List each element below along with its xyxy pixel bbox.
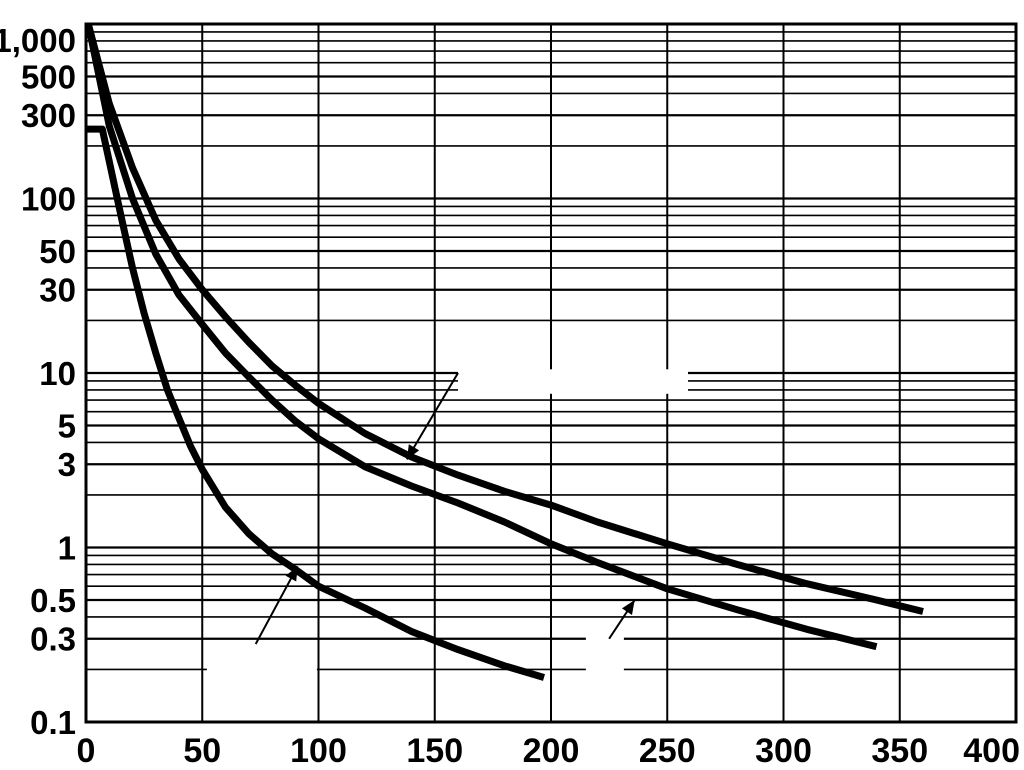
y-tick-label: 3 xyxy=(58,446,76,483)
label-mask xyxy=(206,663,317,682)
label-mask xyxy=(585,631,624,682)
x-tick-label: 400 xyxy=(963,732,1020,770)
y-tick-label: 30 xyxy=(39,272,76,309)
y-tick-label: 100 xyxy=(21,181,76,218)
annotation-arrow xyxy=(405,372,459,460)
annotation-arrow xyxy=(254,565,299,645)
label-masks xyxy=(206,369,688,682)
plot-frame xyxy=(84,22,1018,724)
y-tick-label: 0.5 xyxy=(30,582,76,619)
x-tick-label: 50 xyxy=(183,732,221,770)
x-tick-label: 150 xyxy=(406,732,463,770)
series-line-1 xyxy=(84,23,924,615)
y-tick-label: 50 xyxy=(39,233,76,270)
y-tick-label: 1 xyxy=(58,530,76,567)
y-tick-label: 0.1 xyxy=(30,704,76,741)
x-tick-label: 200 xyxy=(523,732,580,770)
y-tick-label: 1,000 xyxy=(0,22,76,59)
series-line-2 xyxy=(84,23,878,651)
x-tick-labels: 0 50 100 150 200 250 300 350 400 xyxy=(77,732,1020,770)
y-tick-label: 300 xyxy=(21,97,76,134)
label-mask xyxy=(458,369,688,394)
arrow-head xyxy=(621,600,635,616)
x-tick-label: 300 xyxy=(755,732,812,770)
y-tick-label: 0.3 xyxy=(30,621,76,658)
x-tick-label: 100 xyxy=(290,732,347,770)
x-tick-label: 0 xyxy=(77,732,96,770)
x-tick-label: 250 xyxy=(639,732,696,770)
annotation-arrows xyxy=(254,372,636,645)
series-line-3 xyxy=(86,125,545,681)
y-tick-label: 5 xyxy=(58,408,76,445)
series-layer xyxy=(84,23,924,681)
y-tick-label: 500 xyxy=(21,59,76,96)
y-tick-label: 10 xyxy=(39,355,76,392)
x-tick-label: 350 xyxy=(871,732,928,770)
arrow-head xyxy=(285,566,298,582)
arrow-head xyxy=(406,444,420,460)
